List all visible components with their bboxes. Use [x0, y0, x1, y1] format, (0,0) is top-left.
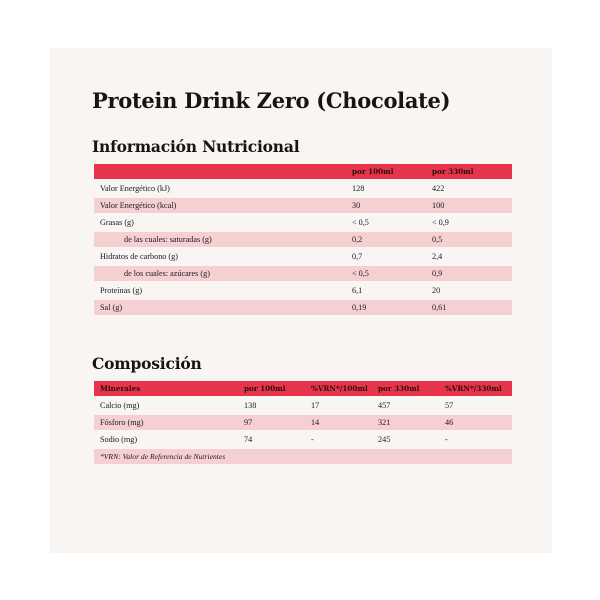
footnote-row: *VRN: Valor de Referencia de Nutrientes — [94, 449, 512, 464]
table-row: Valor Energético (kcal) 30 100 — [94, 198, 512, 213]
table-row: Valor Energético (kJ) 128 422 — [94, 181, 512, 196]
row-label: Hidratos de carbono (g) — [94, 249, 352, 264]
header-cell — [94, 164, 352, 179]
table-row: de los cuales: azúcares (g) < 0,5 0,9 — [94, 266, 512, 281]
value-cell: 0,9 — [432, 266, 512, 281]
value-cell: < 0,5 — [352, 266, 432, 281]
row-label: Sodio (mg) — [94, 432, 244, 447]
composition-table: Minerales por 100ml %VRN*/100ml por 330m… — [94, 379, 512, 466]
value-cell: 0,19 — [352, 300, 432, 315]
row-label: Proteínas (g) — [94, 283, 352, 298]
nutrition-card: Protein Drink Zero (Chocolate) Informaci… — [50, 48, 552, 553]
value-cell: 138 — [244, 398, 311, 413]
composition-heading: Composición — [92, 354, 202, 373]
value-cell: 2,4 — [432, 249, 512, 264]
header-cell: %VRN*/330ml — [445, 381, 512, 396]
value-cell: 46 — [445, 415, 512, 430]
value-cell: 245 — [378, 432, 445, 447]
value-cell: 0,7 — [352, 249, 432, 264]
table-row: Calcio (mg) 138 17 457 57 — [94, 398, 512, 413]
nutrition-header-row: por 100ml por 330ml — [94, 164, 512, 179]
value-cell: 128 — [352, 181, 432, 196]
row-label: de los cuales: azúcares (g) — [94, 266, 352, 281]
header-cell: Minerales — [94, 381, 244, 396]
value-cell: 0,61 — [432, 300, 512, 315]
value-cell: 97 — [244, 415, 311, 430]
header-cell: por 100ml — [244, 381, 311, 396]
row-label: Calcio (mg) — [94, 398, 244, 413]
value-cell: 14 — [311, 415, 378, 430]
footnote: *VRN: Valor de Referencia de Nutrientes — [94, 449, 512, 464]
value-cell: 17 — [311, 398, 378, 413]
value-cell: 321 — [378, 415, 445, 430]
value-cell: 57 — [445, 398, 512, 413]
value-cell: 74 — [244, 432, 311, 447]
row-label: Valor Energético (kcal) — [94, 198, 352, 213]
value-cell: < 0,5 — [352, 215, 432, 230]
table-row: Hidratos de carbono (g) 0,7 2,4 — [94, 249, 512, 264]
table-row: Fósforo (mg) 97 14 321 46 — [94, 415, 512, 430]
table-row: Sal (g) 0,19 0,61 — [94, 300, 512, 315]
row-label: de las cuales: saturadas (g) — [94, 232, 352, 247]
value-cell: 20 — [432, 283, 512, 298]
value-cell: 422 — [432, 181, 512, 196]
value-cell: 6,1 — [352, 283, 432, 298]
value-cell: < 0,9 — [432, 215, 512, 230]
value-cell: 0,2 — [352, 232, 432, 247]
header-cell: por 330ml — [378, 381, 445, 396]
nutrition-table: por 100ml por 330ml Valor Energético (kJ… — [94, 162, 512, 317]
table-row: Grasas (g) < 0,5 < 0,9 — [94, 215, 512, 230]
value-cell: 30 — [352, 198, 432, 213]
row-label: Sal (g) — [94, 300, 352, 315]
product-title: Protein Drink Zero (Chocolate) — [92, 88, 451, 113]
header-cell: %VRN*/100ml — [311, 381, 378, 396]
nutrition-heading: Información Nutricional — [92, 137, 300, 156]
row-label: Grasas (g) — [94, 215, 352, 230]
value-cell: 100 — [432, 198, 512, 213]
table-row: Proteínas (g) 6,1 20 — [94, 283, 512, 298]
header-cell: por 330ml — [432, 164, 512, 179]
table-row: Sodio (mg) 74 - 245 - — [94, 432, 512, 447]
row-label: Fósforo (mg) — [94, 415, 244, 430]
composition-header-row: Minerales por 100ml %VRN*/100ml por 330m… — [94, 381, 512, 396]
value-cell: 0,5 — [432, 232, 512, 247]
row-label: Valor Energético (kJ) — [94, 181, 352, 196]
value-cell: - — [311, 432, 378, 447]
table-row: de las cuales: saturadas (g) 0,2 0,5 — [94, 232, 512, 247]
value-cell: - — [445, 432, 512, 447]
header-cell: por 100ml — [352, 164, 432, 179]
value-cell: 457 — [378, 398, 445, 413]
